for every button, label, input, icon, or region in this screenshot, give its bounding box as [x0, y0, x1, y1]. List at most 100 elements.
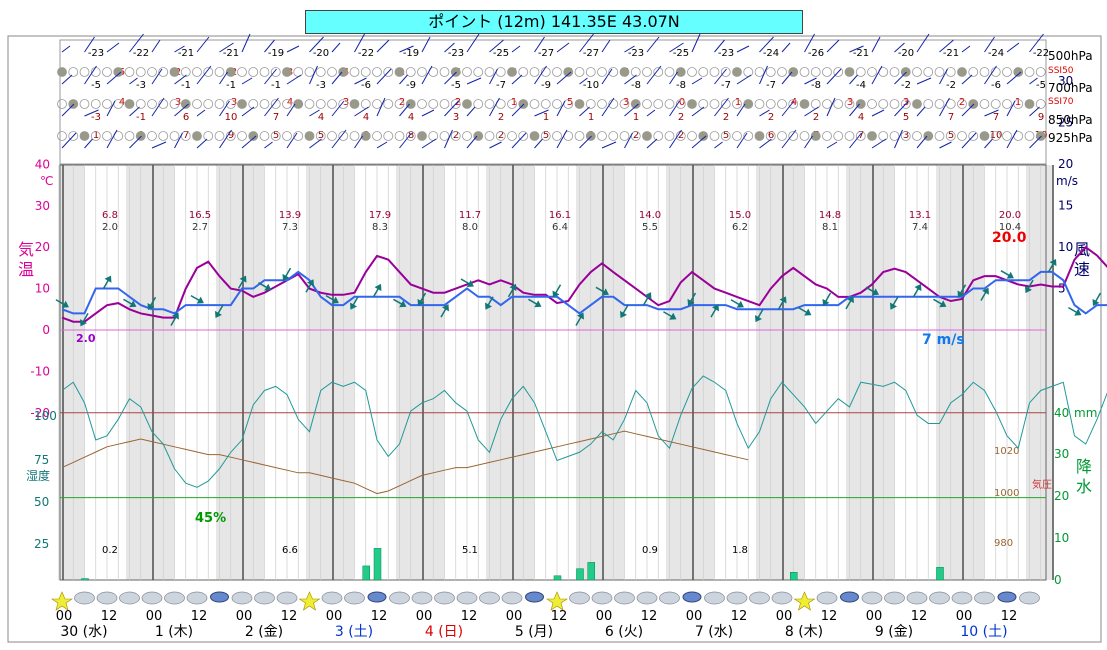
row850-value: -1: [136, 112, 146, 123]
upper-wind-barb: [376, 68, 392, 85]
hour-12-label: 12: [1001, 609, 1018, 624]
wind-arrow-head: [61, 300, 69, 308]
cloud-cover-marker: [327, 67, 337, 77]
upper-wind-barb: [264, 39, 275, 53]
wind-unit-label: m/s: [1056, 174, 1078, 188]
cloud-cover-marker: [462, 99, 472, 109]
daily-max-wind: 10.4: [999, 222, 1021, 233]
upper-wind-barb: [669, 71, 678, 85]
cloud-cover-marker: [90, 131, 101, 141]
page-title: ポイント (12m) 141.35E 43.07N: [305, 10, 803, 34]
upper-wind-barb: [894, 71, 907, 85]
cloud-icon: [164, 591, 185, 605]
row500-value: -22: [1033, 48, 1049, 59]
cloud-cover-marker: [338, 99, 349, 109]
cloud-cover-marker: [788, 99, 799, 109]
hour-00-label: 00: [506, 609, 523, 624]
cloud-cover-marker: [552, 131, 562, 141]
rain-icon: [840, 591, 859, 603]
upper-wind-barb: [804, 106, 819, 117]
upper-wind-barb: [399, 132, 412, 149]
upper-wind-barb: [241, 106, 255, 117]
cloud-cover-marker: [822, 131, 832, 141]
cloud-cover-marker: [855, 99, 866, 109]
upper-wind-barb: [624, 132, 633, 149]
wind-arrow: [305, 279, 314, 293]
wind-arrow: [237, 275, 247, 289]
cloud-cover-marker: [844, 99, 855, 109]
cloud-icon: [456, 591, 478, 605]
upper-wind-barb: [264, 97, 279, 117]
cloud-cover-marker: [192, 99, 202, 109]
cloud-cover-marker: [248, 99, 259, 109]
upper-wind-barb: [1029, 135, 1042, 149]
row500-value: -26: [808, 48, 824, 59]
row925-value: 5: [543, 130, 549, 141]
cloud-cover-marker: [732, 67, 742, 77]
cloud-cover-marker: [462, 131, 472, 141]
cloud-cover-marker: [957, 99, 967, 109]
row850-value: 10: [225, 112, 238, 123]
row500-value: -20: [313, 48, 329, 59]
cloud-cover-marker: [304, 131, 315, 141]
wind-tick-label: 15: [1058, 199, 1073, 213]
cloud-cover-marker: [79, 67, 90, 77]
upper-wind-barb: [444, 129, 453, 149]
cloud-cover-marker: [405, 67, 416, 77]
upper-wind-barb: [106, 42, 120, 53]
upper-wind-barb: [399, 45, 414, 53]
row500-value: -23: [718, 48, 734, 59]
cloud-cover-marker: [912, 131, 922, 141]
cloud-cover-marker: [822, 67, 832, 77]
wind-arrow: [440, 304, 449, 318]
row850-value: 4: [858, 112, 864, 123]
wind-arrow-head: [264, 283, 272, 291]
row925-value: 9: [228, 130, 234, 141]
cloud-cover-marker: [360, 67, 371, 77]
cloud-cover-marker: [507, 99, 517, 109]
cloud-cover-marker: [383, 131, 394, 141]
cloud-cover-marker: [338, 67, 349, 77]
row850-value: 6: [183, 112, 189, 123]
wind-arrow: [55, 299, 69, 308]
wind-arrow: [552, 284, 562, 298]
wind-arrow: [350, 296, 359, 310]
upper-wind-barb: [174, 103, 189, 117]
ssi70-value: 3: [623, 97, 629, 108]
row500-value: -25: [493, 48, 509, 59]
precip-total-label: 0.9: [642, 545, 658, 556]
upper-wind-barb: [466, 77, 482, 85]
upper-wind-barb: [759, 109, 770, 117]
cloud-cover-marker: [259, 131, 270, 141]
cloud-icon: [861, 591, 883, 605]
row500-value: -24: [763, 48, 779, 59]
cloud-cover-marker: [844, 67, 855, 77]
cloud-cover-marker: [158, 67, 169, 77]
cloud-cover-marker: [473, 99, 484, 109]
hour-12-label: 12: [461, 609, 478, 624]
row850-value: -3: [91, 112, 101, 123]
daily-max-temp: 13.1: [909, 210, 931, 221]
upper-wind-barb: [219, 42, 234, 53]
cloud-cover-marker: [608, 131, 619, 141]
cloud-icon: [726, 591, 748, 605]
wind-arrow-head: [669, 312, 677, 320]
hour-00-label: 00: [416, 609, 433, 624]
cloud-cover-marker: [698, 67, 709, 77]
cloud-cover-marker: [450, 131, 461, 141]
daily-max-wind: 6.4: [552, 222, 568, 233]
cloud-cover-marker: [124, 99, 135, 109]
row925-value: 3: [903, 130, 909, 141]
cloud-cover-marker: [923, 67, 934, 77]
cloud-cover-marker: [968, 67, 979, 77]
hour-12-label: 12: [641, 609, 658, 624]
hour-12-label: 12: [821, 609, 838, 624]
wind-arrow-head: [871, 288, 879, 296]
cloud-cover-marker: [855, 67, 866, 77]
upper-wind-barb: [421, 109, 435, 117]
cloud-cover-marker: [979, 99, 990, 109]
daily-max-temp: 13.9: [279, 210, 301, 221]
cloud-cover-marker: [912, 67, 922, 77]
row925-value: 2: [633, 130, 639, 141]
day-label: 4 (日): [425, 624, 463, 640]
